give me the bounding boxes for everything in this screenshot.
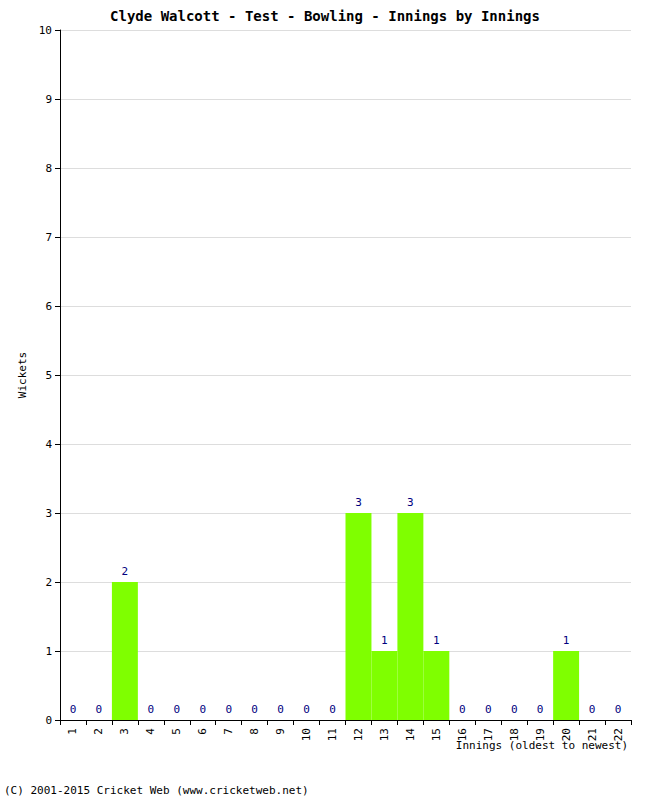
svg-text:Clyde Walcott - Test - Bowling: Clyde Walcott - Test - Bowling - Innings… <box>110 8 540 24</box>
svg-text:6: 6 <box>196 728 209 735</box>
svg-text:1: 1 <box>563 634 570 647</box>
svg-text:0: 0 <box>537 703 544 716</box>
svg-text:0: 0 <box>96 703 103 716</box>
svg-text:22: 22 <box>612 728 625 741</box>
svg-text:0: 0 <box>277 703 284 716</box>
svg-text:3: 3 <box>355 496 362 509</box>
svg-text:1: 1 <box>433 634 440 647</box>
svg-text:5: 5 <box>45 369 52 382</box>
svg-text:14: 14 <box>404 728 417 742</box>
svg-text:0: 0 <box>511 703 518 716</box>
svg-text:18: 18 <box>508 728 521 741</box>
svg-text:3: 3 <box>118 728 131 735</box>
svg-text:0: 0 <box>615 703 622 716</box>
svg-text:0: 0 <box>173 703 180 716</box>
svg-text:5: 5 <box>170 728 183 735</box>
svg-text:1: 1 <box>381 634 388 647</box>
svg-text:2: 2 <box>45 576 52 589</box>
svg-text:0: 0 <box>589 703 596 716</box>
svg-text:0: 0 <box>303 703 310 716</box>
svg-text:17: 17 <box>482 728 495 741</box>
svg-text:0: 0 <box>148 703 155 716</box>
svg-text:3: 3 <box>45 507 52 520</box>
svg-text:2: 2 <box>92 728 105 735</box>
svg-text:3: 3 <box>407 496 414 509</box>
svg-text:0: 0 <box>485 703 492 716</box>
svg-text:10: 10 <box>39 24 52 37</box>
svg-text:1: 1 <box>66 728 79 735</box>
svg-text:10: 10 <box>300 728 313 741</box>
svg-text:4: 4 <box>144 728 157 735</box>
svg-text:0: 0 <box>225 703 232 716</box>
svg-text:8: 8 <box>45 162 52 175</box>
svg-text:1: 1 <box>45 645 52 658</box>
svg-text:0: 0 <box>251 703 258 716</box>
svg-text:0: 0 <box>199 703 206 716</box>
svg-text:0: 0 <box>329 703 336 716</box>
svg-text:0: 0 <box>45 714 52 727</box>
svg-text:(C) 2001-2015 Cricket Web (www: (C) 2001-2015 Cricket Web (www.cricketwe… <box>4 784 309 797</box>
svg-text:8: 8 <box>248 728 261 735</box>
svg-text:2: 2 <box>122 565 129 578</box>
svg-text:13: 13 <box>378 728 391 741</box>
svg-text:9: 9 <box>274 728 287 735</box>
svg-text:11: 11 <box>326 728 339 741</box>
svg-text:6: 6 <box>45 300 52 313</box>
svg-text:16: 16 <box>456 728 469 741</box>
svg-text:7: 7 <box>45 231 52 244</box>
svg-text:Innings (oldest to newest): Innings (oldest to newest) <box>455 739 628 752</box>
svg-text:21: 21 <box>586 728 599 741</box>
svg-text:4: 4 <box>45 438 52 451</box>
svg-text:20: 20 <box>560 728 573 741</box>
svg-text:0: 0 <box>70 703 77 716</box>
svg-text:19: 19 <box>534 728 547 741</box>
svg-text:9: 9 <box>45 93 52 106</box>
svg-text:15: 15 <box>430 728 443 741</box>
svg-text:0: 0 <box>459 703 466 716</box>
svg-text:Wickets: Wickets <box>16 352 29 398</box>
svg-text:7: 7 <box>222 728 235 735</box>
svg-text:12: 12 <box>352 728 365 741</box>
